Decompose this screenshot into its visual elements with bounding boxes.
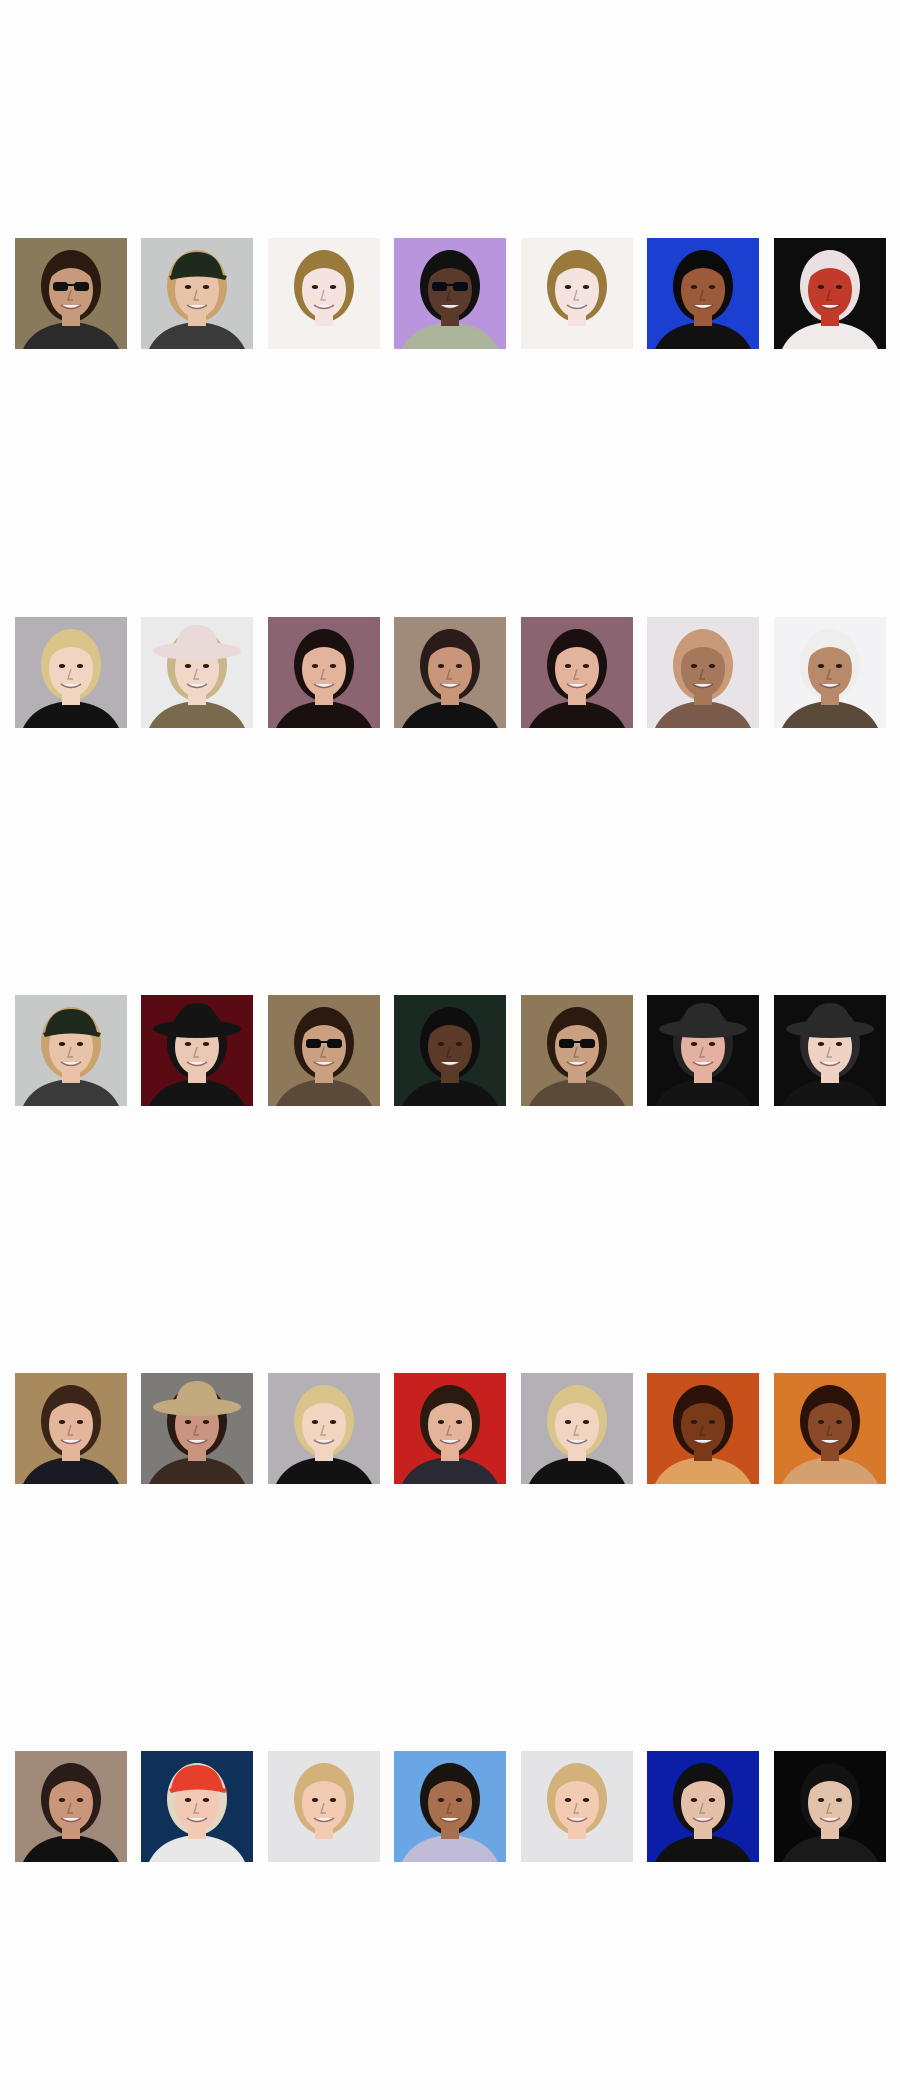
face-thumbnail-graphic xyxy=(647,995,759,1106)
face-thumbnail-generated-5 xyxy=(647,995,759,1106)
face-thumbnail-graphic xyxy=(15,995,127,1106)
face-thumbnail-graphic xyxy=(774,995,886,1106)
face-thumbnail-graphic xyxy=(394,238,506,349)
face-thumbnail-graphic xyxy=(394,617,506,728)
face-thumbnail-man-sunglasses-2 xyxy=(268,995,380,1106)
face-thumbnail-graphic xyxy=(268,617,380,728)
face-thumbnail-graphic xyxy=(268,1751,380,1862)
face-thumbnail-woman-blonde-curls xyxy=(268,238,380,349)
face-thumbnail-graphic xyxy=(647,1373,759,1484)
face-thumbnail-woman-blonde xyxy=(268,1751,380,1862)
face-thumbnail-man-red-bg xyxy=(394,1373,506,1484)
face-thumbnail-man-cap-2 xyxy=(15,995,127,1106)
face-thumbnail-graphic xyxy=(141,238,253,349)
face-thumbnail-man-brown-hair xyxy=(15,1373,127,1484)
face-thumbnail-graphic xyxy=(647,238,759,349)
face-thumbnail-generated-10 xyxy=(774,1751,886,1862)
face-thumbnail-graphic xyxy=(774,238,886,349)
face-thumbnail-boy-blonde-2 xyxy=(268,1373,380,1484)
face-thumbnail-man-shades-purple xyxy=(394,238,506,349)
face-thumbnail-graphic xyxy=(774,617,886,728)
face-thumbnail-generated-7 xyxy=(647,1373,759,1484)
face-thumbnail-graphic xyxy=(394,1751,506,1862)
face-thumbnail-graphic xyxy=(647,617,759,728)
face-thumbnail-woman-straw-hat xyxy=(141,1373,253,1484)
face-thumbnail-woman-black-hat xyxy=(141,995,253,1106)
face-thumbnail-woman-blonde-2 xyxy=(521,1751,633,1862)
face-thumbnail-graphic xyxy=(774,1373,886,1484)
face-thumbnail-graphic xyxy=(521,995,633,1106)
face-thumbnail-graphic xyxy=(774,1751,886,1862)
image-row xyxy=(15,617,886,728)
face-thumbnail-generated-8 xyxy=(774,1373,886,1484)
face-thumbnail-generated-9 xyxy=(647,1751,759,1862)
face-thumbnail-bald-man-mustache-2 xyxy=(15,1751,127,1862)
face-thumbnail-generated-2 xyxy=(774,238,886,349)
face-thumbnail-graphic xyxy=(141,1373,253,1484)
face-thumbnail-graphic xyxy=(394,1373,506,1484)
face-thumbnail-graphic xyxy=(141,1751,253,1862)
face-thumbnail-woman-dark-hair xyxy=(268,617,380,728)
image-row xyxy=(15,1373,886,1484)
face-thumbnail-graphic xyxy=(15,1373,127,1484)
face-thumbnail-graphic xyxy=(15,238,127,349)
face-thumbnail-graphic xyxy=(15,1751,127,1862)
face-thumbnail-graphic xyxy=(521,1373,633,1484)
face-thumbnail-graphic xyxy=(141,617,253,728)
face-thumbnail-graphic xyxy=(15,617,127,728)
face-thumbnail-woman-hat xyxy=(141,617,253,728)
image-row xyxy=(15,1751,886,1862)
face-thumbnail-woman-dark-hair-2 xyxy=(521,617,633,728)
image-row xyxy=(15,995,886,1106)
face-thumbnail-man-dark-sunglasses xyxy=(15,238,127,349)
face-thumbnail-generated-6 xyxy=(774,995,886,1106)
face-thumbnail-woman-red-visor xyxy=(141,1751,253,1862)
face-thumbnail-graphic xyxy=(141,995,253,1106)
face-thumbnail-graphic xyxy=(521,238,633,349)
face-thumbnail-boy-blonde-3 xyxy=(521,1373,633,1484)
face-thumbnail-generated-4 xyxy=(774,617,886,728)
face-thumbnail-graphic xyxy=(521,1751,633,1862)
face-thumbnail-graphic xyxy=(394,995,506,1106)
face-thumbnail-graphic xyxy=(647,1751,759,1862)
face-thumbnail-graphic xyxy=(268,238,380,349)
face-thumbnail-woman-blonde-curls-2 xyxy=(521,238,633,349)
face-thumbnail-bald-man-blue-bg xyxy=(394,1751,506,1862)
face-thumbnail-generated-1 xyxy=(647,238,759,349)
face-thumbnail-graphic xyxy=(268,995,380,1106)
face-thumbnail-generated-3 xyxy=(647,617,759,728)
face-thumbnail-boy-blonde xyxy=(15,617,127,728)
face-thumbnail-man-cap xyxy=(141,238,253,349)
face-thumbnail-man-smile-dark xyxy=(394,995,506,1106)
face-thumbnail-graphic xyxy=(521,617,633,728)
face-thumbnail-bald-man-mustache xyxy=(394,617,506,728)
face-thumbnail-man-sunglasses-3 xyxy=(521,995,633,1106)
face-thumbnail-graphic xyxy=(268,1373,380,1484)
image-row xyxy=(15,238,886,349)
